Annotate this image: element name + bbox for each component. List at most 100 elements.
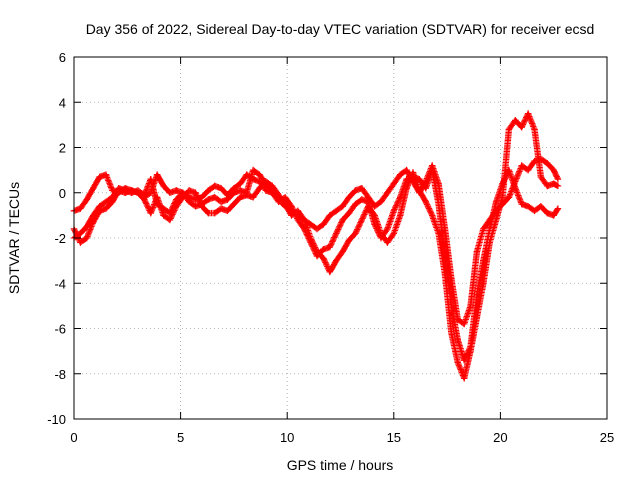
y-tick-label: 4 bbox=[59, 95, 66, 110]
data-point bbox=[262, 187, 270, 194]
data-point bbox=[320, 246, 327, 253]
data-point bbox=[205, 196, 212, 203]
data-point bbox=[147, 175, 154, 183]
y-tick-label: 6 bbox=[59, 50, 66, 65]
data-points bbox=[70, 110, 562, 382]
data-point bbox=[396, 194, 404, 201]
data-point bbox=[102, 198, 110, 205]
data-point bbox=[128, 189, 135, 196]
data-point bbox=[339, 203, 346, 210]
data-point bbox=[173, 187, 180, 194]
data-point bbox=[205, 187, 212, 194]
data-point bbox=[524, 110, 532, 117]
data-point bbox=[499, 180, 506, 187]
data-point bbox=[460, 375, 468, 382]
data-point bbox=[281, 194, 289, 201]
data-point bbox=[96, 173, 103, 181]
data-point bbox=[448, 329, 455, 337]
chart-title: Day 356 of 2022, Sidereal Day-to-day VTE… bbox=[86, 21, 595, 37]
data-point bbox=[147, 209, 154, 217]
data-point bbox=[192, 189, 199, 196]
data-point bbox=[352, 187, 359, 194]
data-point bbox=[473, 248, 481, 255]
data-point bbox=[89, 212, 97, 219]
data-point bbox=[224, 191, 231, 199]
data-point bbox=[269, 189, 276, 196]
y-tick-label: -8 bbox=[54, 367, 66, 382]
data-point bbox=[160, 182, 167, 190]
data-point bbox=[109, 194, 116, 201]
data-point bbox=[326, 268, 334, 276]
data-point bbox=[518, 162, 525, 169]
data-point bbox=[269, 182, 276, 190]
data-point bbox=[153, 200, 161, 208]
data-point bbox=[358, 216, 366, 224]
data-point bbox=[371, 221, 378, 228]
data-point bbox=[486, 225, 493, 233]
data-point bbox=[345, 209, 353, 217]
data-point bbox=[211, 209, 218, 217]
data-point bbox=[121, 187, 129, 194]
data-point bbox=[460, 356, 468, 364]
data-point bbox=[217, 185, 225, 192]
data-point bbox=[185, 187, 193, 194]
data-point bbox=[339, 248, 346, 255]
data-point bbox=[339, 216, 346, 224]
data-point bbox=[403, 175, 410, 183]
data-point bbox=[294, 216, 302, 224]
data-point bbox=[102, 171, 110, 178]
plot-frame bbox=[73, 56, 608, 420]
y-tick-label: -4 bbox=[54, 276, 66, 291]
data-point bbox=[358, 185, 366, 192]
data-point bbox=[83, 196, 90, 203]
data-point bbox=[544, 209, 551, 217]
data-point bbox=[550, 180, 557, 187]
y-tick-label: -10 bbox=[47, 412, 66, 427]
data-point bbox=[230, 185, 238, 192]
data-point bbox=[384, 189, 391, 196]
data-point bbox=[352, 230, 359, 237]
data-point bbox=[365, 198, 372, 205]
data-point bbox=[422, 198, 429, 205]
data-point bbox=[237, 194, 244, 201]
data-point bbox=[345, 194, 353, 201]
data-point bbox=[77, 230, 84, 237]
data-point bbox=[518, 200, 525, 208]
data-point bbox=[377, 198, 385, 205]
x-tick-label: 20 bbox=[493, 430, 507, 445]
data-point bbox=[160, 205, 167, 212]
data-point bbox=[518, 123, 525, 131]
data-point bbox=[390, 207, 397, 215]
data-point bbox=[554, 175, 562, 183]
data-point bbox=[134, 187, 142, 194]
data-point bbox=[396, 171, 404, 178]
data-point bbox=[262, 178, 270, 185]
data-point bbox=[524, 166, 532, 174]
data-point bbox=[313, 252, 321, 260]
data-point bbox=[544, 182, 551, 190]
data-point bbox=[83, 234, 90, 242]
data-point bbox=[554, 182, 562, 190]
data-point bbox=[512, 185, 519, 192]
data-point bbox=[102, 205, 110, 212]
axis-ticks: 0 5 10 15 20 25 -10 -8 -6 -4 -2 0 2 4 6 bbox=[47, 50, 614, 445]
data-point bbox=[505, 166, 513, 174]
data-point bbox=[89, 185, 97, 192]
data-point bbox=[249, 166, 257, 174]
data-point bbox=[333, 257, 340, 264]
data-point bbox=[198, 194, 206, 201]
data-point bbox=[403, 166, 410, 174]
data-point bbox=[524, 203, 532, 210]
data-point bbox=[256, 171, 263, 178]
data-point bbox=[467, 343, 474, 350]
data-point bbox=[230, 200, 238, 208]
data-point bbox=[160, 212, 167, 219]
data-point bbox=[390, 230, 397, 237]
grid bbox=[74, 57, 607, 419]
data-point bbox=[217, 205, 225, 212]
data-point bbox=[115, 185, 122, 192]
data-point bbox=[512, 117, 519, 124]
data-point bbox=[428, 212, 436, 219]
data-point bbox=[326, 212, 334, 219]
y-tick-label: 0 bbox=[59, 186, 66, 201]
